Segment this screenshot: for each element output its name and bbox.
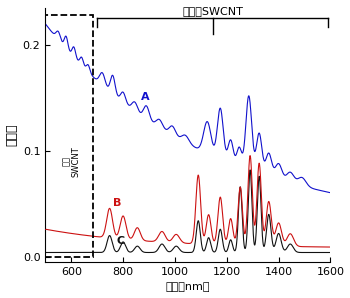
Text: 半導体SWCNT: 半導体SWCNT	[182, 6, 243, 16]
Text: B: B	[113, 198, 121, 208]
Bar	[46, 15, 93, 257]
Text: 金属
SWCNT: 金属 SWCNT	[62, 146, 81, 177]
X-axis label: 波長（nm）: 波長（nm）	[166, 283, 210, 292]
Text: C: C	[117, 236, 125, 246]
Y-axis label: 吸光度: 吸光度	[6, 124, 19, 146]
Text: A: A	[141, 92, 150, 102]
